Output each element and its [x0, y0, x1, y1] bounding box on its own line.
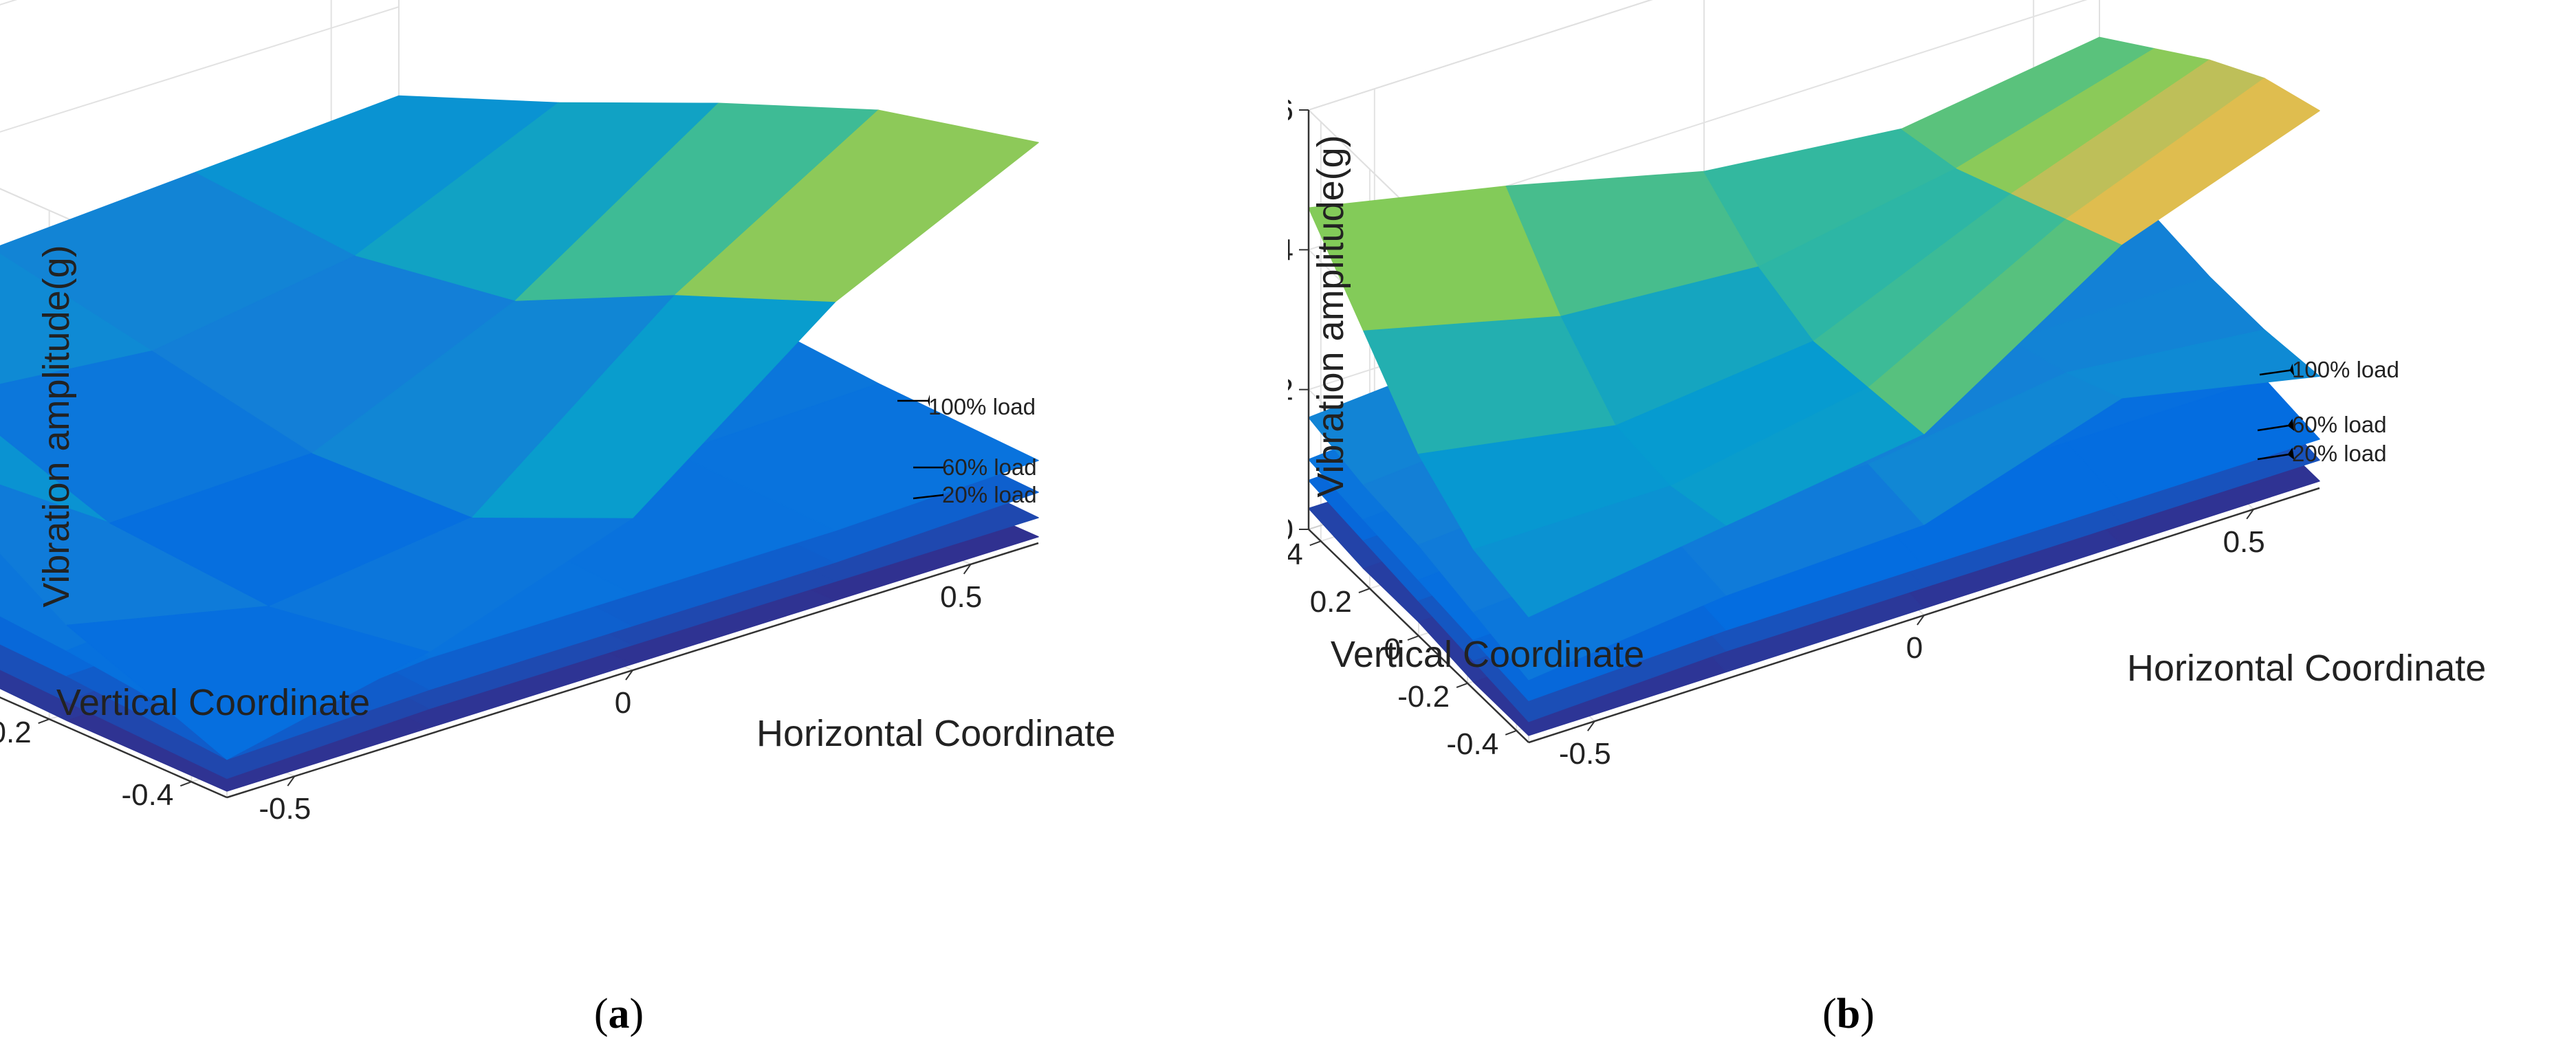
x-axis-label: Horizontal Coordinate	[756, 713, 1115, 754]
y-axis-label: Vertical Coordinate	[56, 682, 370, 723]
y-tick	[1407, 635, 1419, 641]
annotation-label: 100% load	[2292, 357, 2399, 382]
z-axis-label: Vibration amplitude(g)	[1310, 135, 1351, 497]
y-tick-label: -0.4	[122, 778, 174, 812]
annotation-arrow-line	[2259, 368, 2294, 376]
grid-line	[0, 0, 18, 5]
plot-b: 0.060.040.0200.40.20-0.2-0.4-0.500.5Vibr…	[1288, 0, 2486, 771]
y-tick	[179, 781, 192, 787]
grid-line	[0, 0, 399, 7]
panel-a: 0.080.060.040.0200.40.20-0.2-0.4-0.500.5…	[0, 0, 1115, 1037]
x-tick-label: 0.5	[2223, 525, 2265, 559]
x-tick-label: -0.5	[1559, 737, 1611, 771]
x-tick-label: 0	[1906, 631, 1923, 665]
x-tick	[625, 670, 633, 681]
x-tick-label: -0.5	[259, 792, 311, 826]
surface-cell	[675, 383, 1039, 531]
annotation-arrowhead	[2287, 448, 2295, 460]
y-tick	[38, 718, 50, 725]
surface-100-load	[0, 95, 1039, 760]
x-tick	[963, 564, 972, 575]
y-axis-label: Vertical Coordinate	[1331, 634, 1644, 675]
annotation-label: 20% load	[942, 482, 1037, 507]
x-tick	[287, 775, 296, 786]
x-tick-label: 0	[615, 686, 631, 720]
annotation-label: 60% load	[942, 454, 1037, 480]
y-axis-line	[0, 696, 228, 799]
annotation-label: 20% load	[2292, 441, 2387, 466]
x-tick	[2246, 509, 2254, 520]
y-tick	[1309, 540, 1322, 547]
grid-line	[0, 6, 400, 133]
y-tick	[1456, 682, 1468, 688]
annotation-arrow-line	[913, 494, 944, 500]
annotation-arrowhead	[2287, 419, 2295, 431]
axes: 0.080.060.040.0200.40.20-0.2-0.4-0.500.5	[0, 542, 1039, 826]
annotation-arrowhead	[928, 395, 930, 407]
surface-cell	[675, 109, 1039, 302]
surface-cell	[2066, 78, 2320, 245]
z-tick-label: 0.02	[1288, 373, 1294, 407]
y-tick-label: 0.2	[1310, 585, 1352, 619]
annotation-label: 60% load	[2292, 412, 2387, 437]
annotation-arrowhead	[2289, 364, 2295, 376]
annotation-arrow-line	[2257, 423, 2294, 432]
y-tick-label: 0.4	[1288, 538, 1303, 571]
x-tick-label: 0.5	[940, 580, 982, 614]
x-tick	[1587, 720, 1595, 731]
surfaces	[0, 95, 1039, 792]
y-tick	[1505, 729, 1517, 736]
y-tick-label: -0.2	[0, 716, 32, 749]
annotation-arrow-line	[2257, 452, 2294, 461]
x-tick	[1917, 615, 1925, 626]
z-axis-label: Vibration amplitude(g)	[36, 245, 77, 607]
caption-b-letter: b	[1836, 991, 1861, 1037]
z-tick-label: 0	[1288, 513, 1294, 547]
y-tick-label: 0	[1384, 632, 1401, 666]
caption-a: (a)	[593, 991, 644, 1037]
surfaces	[1308, 36, 2320, 736]
caption-b: (b)	[1822, 991, 1875, 1037]
z-tick-label: 0.04	[1288, 233, 1294, 267]
caption-a-letter: a	[608, 991, 630, 1037]
z-tick-label: 0.06	[1288, 93, 1294, 127]
axes: 0.060.040.0200.40.20-0.2-0.4-0.500.5	[1288, 93, 2320, 771]
y-tick-label: -0.2	[1397, 680, 1450, 714]
annotation-arrowhead	[943, 489, 944, 501]
panel-b: 0.060.040.0200.40.20-0.2-0.4-0.500.5Vibr…	[1288, 0, 2576, 1058]
x-axis-label: Horizontal Coordinate	[2127, 648, 2486, 689]
y-tick	[1358, 588, 1371, 594]
y-tick-label: -0.4	[1446, 727, 1498, 761]
annotation-label: 100% load	[928, 394, 1036, 419]
surface-100-load	[1308, 36, 2320, 617]
load-annotations: 100% load 60% load 20% load	[2257, 357, 2399, 466]
surface-cell	[2066, 329, 2320, 399]
plot-a: 0.080.060.040.0200.40.20-0.2-0.4-0.500.5…	[0, 0, 1115, 826]
